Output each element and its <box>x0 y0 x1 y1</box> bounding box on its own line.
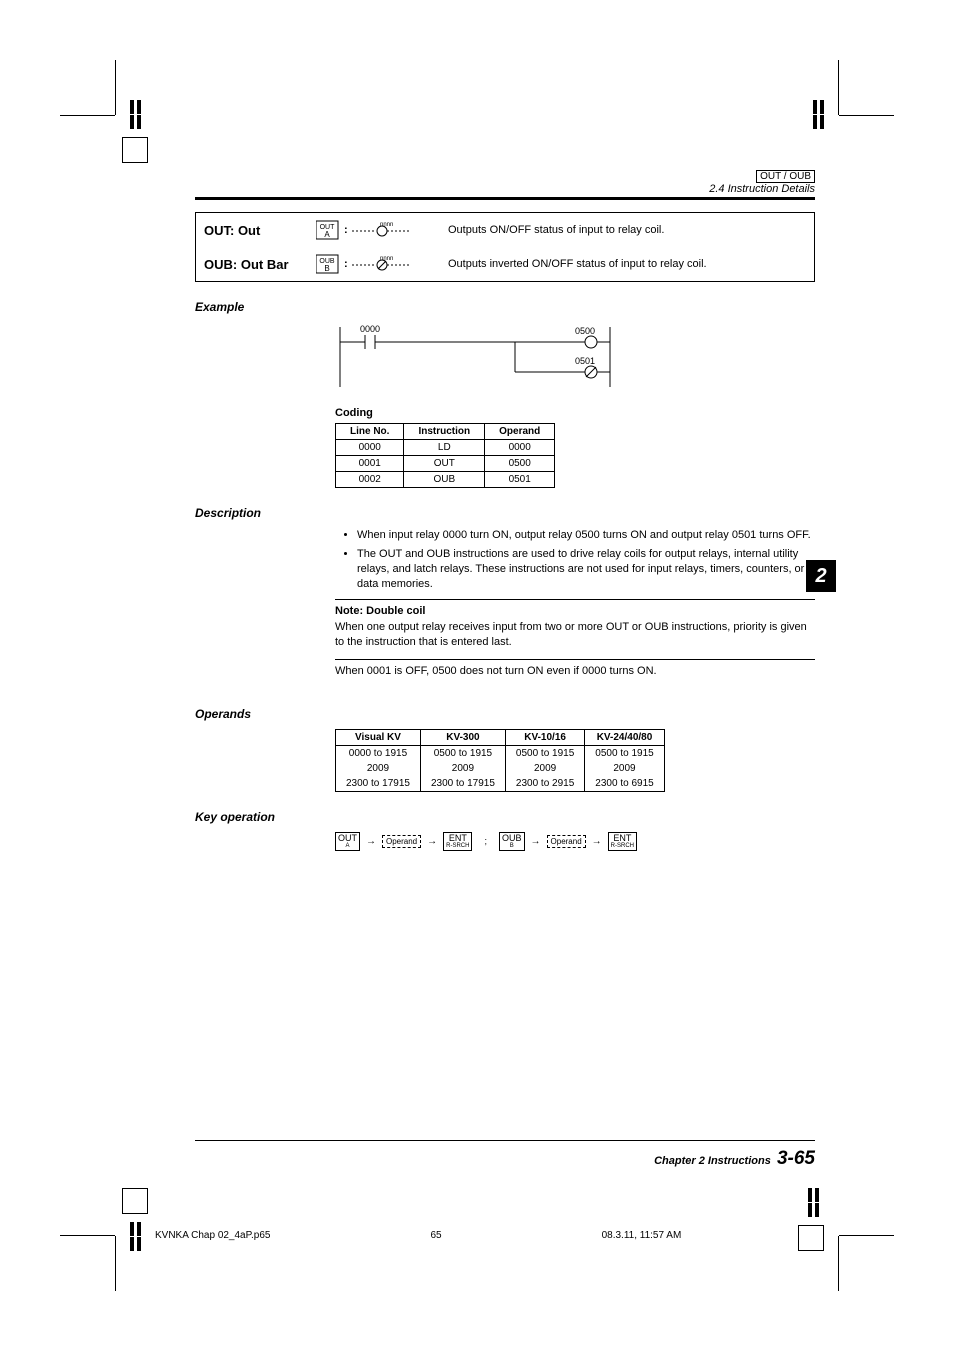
arrow-icon: → <box>427 836 437 847</box>
header-subtitle: 2.4 Instruction Details <box>709 183 815 195</box>
meta-pagenum: 65 <box>430 1230 441 1241</box>
instr-name: OUB: Out Bar <box>204 257 304 272</box>
key-ent: ENTR-SRCH <box>443 832 472 851</box>
instr-name: OUT: Out <box>204 223 304 238</box>
instruction-row-oub: OUB: Out Bar OUB B : nnnn Outputs invert… <box>196 247 814 281</box>
print-align-tl <box>130 100 148 163</box>
description-list: When input relay 0000 turn ON, output re… <box>345 528 815 591</box>
arrow-icon: → <box>531 836 541 847</box>
keyop-sequence: OUTA → Operand → ENTR-SRCH ; OUBB → Oper… <box>335 832 815 851</box>
instr-symbol-out: OUT A : nnnn <box>316 217 436 243</box>
svg-text:nnnn: nnnn <box>380 222 393 228</box>
svg-text::: : <box>344 224 348 236</box>
instr-desc: Outputs ON/OFF status of input to relay … <box>448 224 806 236</box>
footer-meta: KVNKA Chap 02_4aP.p65 65 08.3.11, 11:57 … <box>155 1230 681 1241</box>
key-ent: ENTR-SRCH <box>608 832 637 851</box>
svg-text:0501: 0501 <box>575 356 595 366</box>
instr-desc: Outputs inverted ON/OFF status of input … <box>448 258 806 270</box>
key-operand: Operand <box>547 835 586 848</box>
coding-title: Coding <box>335 407 815 419</box>
coding-th: Line No. <box>336 424 404 440</box>
header-tag: OUT / OUB <box>756 170 815 183</box>
key-out: OUTA <box>335 832 360 851</box>
svg-text:B: B <box>324 264 329 273</box>
coding-th: Operand <box>485 424 555 440</box>
desc-bullet: The OUT and OUB instructions are used to… <box>357 547 815 592</box>
section-description: Description <box>195 506 815 520</box>
meta-file: KVNKA Chap 02_4aP.p65 <box>155 1230 270 1241</box>
coding-table: Line No. Instruction Operand 0000LD0000 … <box>335 423 555 488</box>
svg-text:nnnn: nnnn <box>380 256 393 262</box>
section-keyop: Key operation <box>195 810 815 824</box>
section-example: Example <box>195 300 815 314</box>
footer-chapter: Chapter 2 Instructions <box>654 1155 771 1167</box>
operands-table: Visual KV KV-300 KV-10/16 KV-24/40/80 00… <box>335 729 665 792</box>
svg-text:0000: 0000 <box>360 324 380 334</box>
page-header: OUT / OUB 2.4 Instruction Details <box>195 170 815 195</box>
note-body: When one output relay receives input fro… <box>335 620 815 651</box>
instruction-row-out: OUT: Out OUT A : nnnn Outputs ON/OFF sta… <box>196 213 814 247</box>
svg-text::: : <box>344 258 348 270</box>
note-block: Note: Double coil When one output relay … <box>335 604 815 679</box>
print-align-br <box>808 1188 824 1251</box>
section-operands: Operands <box>195 707 815 721</box>
key-operand: Operand <box>382 835 421 848</box>
arrow-icon: → <box>592 836 602 847</box>
svg-text:0500: 0500 <box>575 326 595 336</box>
coding-th: Instruction <box>404 424 485 440</box>
note-body2: When 0001 is OFF, 0500 does not turn ON … <box>335 664 815 679</box>
svg-text:A: A <box>324 230 330 239</box>
footer: Chapter 2 Instructions 3-65 <box>195 1148 815 1170</box>
instruction-summary-box: OUT: Out OUT A : nnnn Outputs ON/OFF sta… <box>195 212 815 282</box>
header-rule <box>195 197 815 200</box>
ladder-diagram: 0000 0500 0501 <box>335 322 615 395</box>
footer-page: 3-65 <box>777 1148 815 1169</box>
print-align-bl <box>130 1188 148 1251</box>
desc-bullet: When input relay 0000 turn ON, output re… <box>357 528 815 543</box>
arrow-icon: → <box>366 836 376 847</box>
print-align-tr <box>813 100 824 129</box>
footer-rule <box>195 1140 815 1141</box>
meta-timestamp: 08.3.11, 11:57 AM <box>602 1230 682 1241</box>
note-title: Note: Double coil <box>335 604 815 619</box>
key-oub: OUBB <box>499 832 525 851</box>
instr-symbol-oub: OUB B : nnnn <box>316 251 436 277</box>
